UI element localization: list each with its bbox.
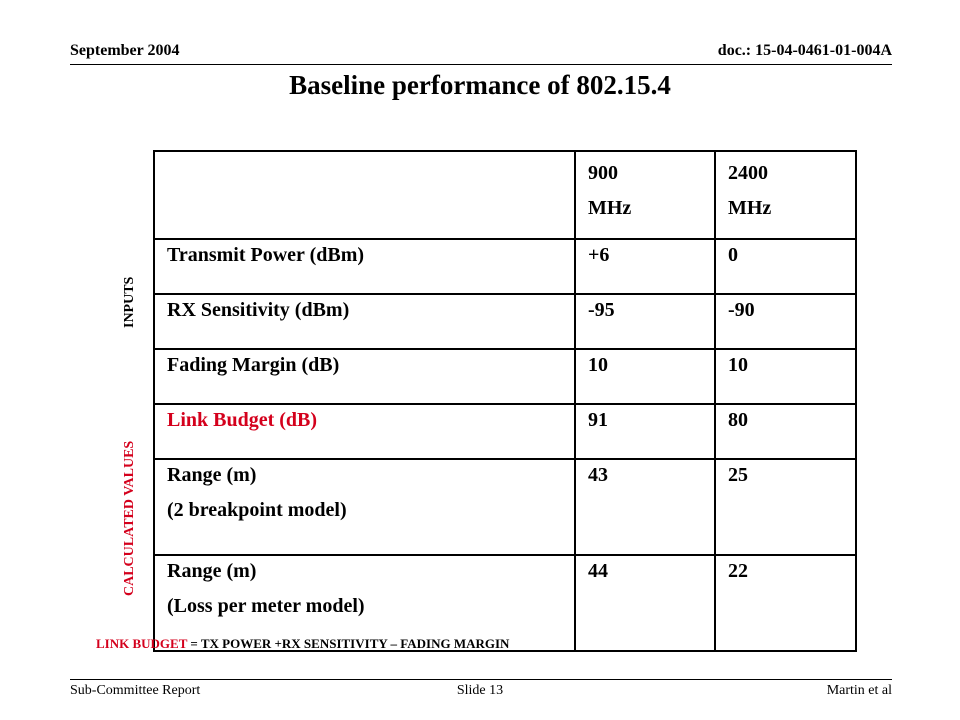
table-row: Transmit Power (dBm) +6 0 (153, 238, 857, 295)
cell-900-transmit-power: +6 (574, 238, 716, 295)
footer-left: Sub-Committee Report (70, 683, 201, 698)
table-row: Range (m) (2 breakpoint model) 43 25 (153, 458, 857, 556)
table-row: RX Sensitivity (dBm) -95 -90 (153, 293, 857, 350)
footer-divider (70, 679, 892, 680)
cell-2400-link-budget: 80 (714, 403, 857, 460)
row-label-link-budget: Link Budget (dB) (153, 403, 576, 460)
row-label-range-breakpoint: Range (m) (2 breakpoint model) (153, 458, 576, 556)
slide-number: Slide 13 (456, 683, 504, 698)
table-row: Link Budget (dB) 91 80 (153, 403, 857, 460)
col-header-2400: 2400 MHz (714, 150, 857, 240)
link-budget-formula: LINK BUDGET = TX POWER +RX SENSITIVITY –… (96, 636, 509, 652)
table-corner-cell (153, 150, 576, 240)
row-label-range-loss-model: (Loss per meter model) (167, 595, 365, 617)
col-header-900-unit: MHz (588, 197, 632, 219)
cell-2400-range-breakpoint: 25 (714, 458, 857, 556)
cell-2400-fading-margin: 10 (714, 348, 857, 405)
performance-table: 900 MHz 2400 MHz Transmit Power (dBm) +6… (153, 150, 857, 652)
table-header-row: 900 MHz 2400 MHz (153, 150, 857, 240)
col-header-2400-unit: MHz (728, 197, 772, 219)
table-row: Fading Margin (dB) 10 10 (153, 348, 857, 405)
col-header-900-value: 900 (588, 162, 618, 184)
row-label-rx-sensitivity: RX Sensitivity (dBm) (153, 293, 576, 350)
formula-term: LINK BUDGET (96, 636, 188, 651)
row-label-range-breakpoint-model: (2 breakpoint model) (167, 499, 347, 521)
calculated-values-side-label: CALCULATED VALUES (122, 440, 137, 596)
cell-900-range-loss: 44 (574, 554, 716, 652)
formula-expression: = TX POWER +RX SENSITIVITY – FADING MARG… (187, 636, 510, 651)
row-label-fading-margin: Fading Margin (dB) (153, 348, 576, 405)
header-date: September 2004 (70, 42, 180, 59)
table-row: Range (m) (Loss per meter model) 44 22 (153, 554, 857, 652)
row-label-range-breakpoint-main: Range (m) (167, 464, 257, 486)
col-header-900: 900 MHz (574, 150, 716, 240)
slide-title: Baseline performance of 802.15.4 (289, 70, 671, 100)
footer-author: Martin et al (826, 683, 892, 698)
header-divider (70, 64, 892, 65)
row-label-range-loss: Range (m) (Loss per meter model) (153, 554, 576, 652)
inputs-side-label: INPUTS (122, 276, 137, 328)
row-label-range-loss-main: Range (m) (167, 560, 257, 582)
cell-900-fading-margin: 10 (574, 348, 716, 405)
cell-900-range-breakpoint: 43 (574, 458, 716, 556)
cell-2400-range-loss: 22 (714, 554, 857, 652)
cell-2400-transmit-power: 0 (714, 238, 857, 295)
cell-900-link-budget: 91 (574, 403, 716, 460)
header-doc-id: doc.: 15-04-0461-01-004A (717, 42, 892, 59)
cell-900-rx-sensitivity: -95 (574, 293, 716, 350)
row-label-transmit-power: Transmit Power (dBm) (153, 238, 576, 295)
cell-2400-rx-sensitivity: -90 (714, 293, 857, 350)
col-header-2400-value: 2400 (728, 162, 768, 184)
